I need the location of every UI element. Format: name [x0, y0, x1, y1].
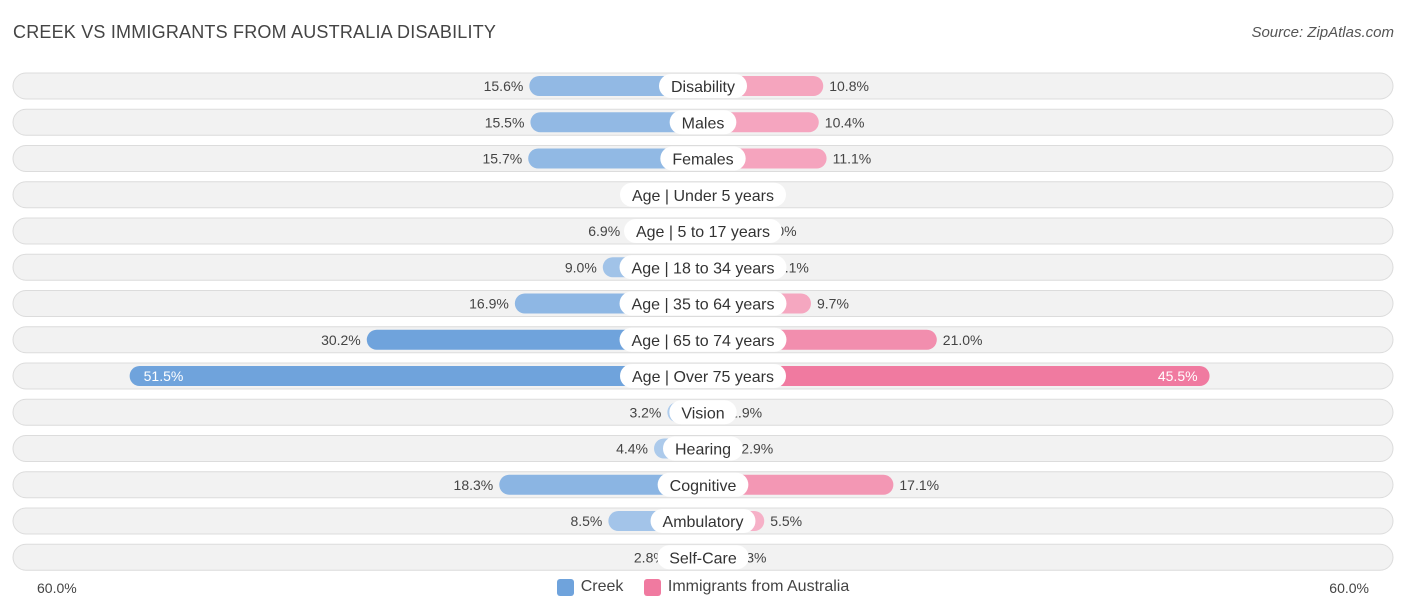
- chart-source: Source: ZipAtlas.com: [1251, 24, 1394, 41]
- value-label-creek: 6.9%: [588, 223, 620, 239]
- category-label: Cognitive: [670, 478, 737, 495]
- category-label: Males: [682, 115, 725, 132]
- bar-immigrants: [703, 366, 1210, 386]
- legend-item-creek: Creek: [556, 578, 624, 596]
- category-pill: [662, 436, 744, 461]
- value-label-creek: 9.0%: [565, 259, 597, 275]
- category-label: Age | 35 to 64 years: [632, 297, 775, 314]
- bar-creek: [129, 366, 704, 386]
- category-pill: [620, 364, 786, 388]
- chart-title: CREEK VS IMMIGRANTS FROM AUSTRALIA DISAB…: [13, 22, 497, 42]
- value-label-immigrants: 2.9%: [741, 441, 773, 457]
- category-pill: [660, 146, 746, 171]
- category-pill: [669, 400, 737, 425]
- category-label: Vision: [681, 405, 724, 422]
- category-pill: [658, 74, 748, 98]
- category-label: Age | 5 to 17 years: [636, 224, 770, 241]
- legend-label-immigrants: Immigrants from Australia: [667, 578, 850, 595]
- value-label-creek: 2.8%: [634, 549, 666, 565]
- category-pill: [657, 545, 749, 570]
- legend: Creek Immigrants from Australia: [0, 578, 1406, 601]
- category-pill: [619, 291, 787, 316]
- category-pill: [619, 182, 787, 207]
- value-label-creek: 8.5%: [570, 513, 602, 529]
- category-label: Females: [672, 152, 733, 169]
- value-label-creek: 16.9%: [469, 296, 509, 312]
- category-label: Self-Care: [669, 550, 737, 567]
- value-label-immigrants: 5.5%: [770, 513, 802, 529]
- category-pill: [650, 509, 756, 533]
- category-pill: [619, 327, 787, 352]
- bar-creek: [530, 112, 703, 133]
- value-label-immigrants: 1.9%: [730, 404, 762, 420]
- chart-plot: 15.6% 10.8% Disability 15.5% 10.4% Males 15.7%…: [12, 72, 1394, 571]
- value-label-creek: 15.5%: [485, 114, 525, 130]
- value-label-immigrants: 21.0%: [943, 332, 983, 348]
- value-label-immigrants: 17.1%: [899, 477, 939, 493]
- value-label-creek: 15.7%: [483, 151, 523, 167]
- value-label-immigrants: 11.1%: [833, 151, 872, 167]
- category-label: Age | 65 to 74 years: [632, 333, 775, 350]
- legend-item-immigrants: Immigrants from Australia: [643, 578, 850, 596]
- bar-creek: [366, 329, 703, 350]
- value-label-immigrants: 9.7%: [817, 296, 849, 312]
- category-label: Hearing: [675, 442, 731, 459]
- legend-swatch-immigrants: [643, 578, 661, 596]
- value-label-creek: 30.2%: [321, 332, 361, 348]
- value-label-creek: 4.4%: [616, 441, 648, 457]
- value-label-creek: 51.5%: [144, 368, 184, 384]
- category-label: Age | Over 75 years: [632, 369, 774, 386]
- legend-swatch-creek: [556, 578, 574, 596]
- value-label-immigrants: 10.8%: [829, 78, 869, 94]
- value-label-creek: 15.6%: [484, 78, 524, 94]
- category-label: Age | Under 5 years: [632, 188, 774, 205]
- bar-creek: [499, 474, 703, 495]
- axis-left-label: 60.0%: [37, 580, 77, 596]
- value-label-creek: 18.3%: [454, 477, 494, 493]
- category-label: Ambulatory: [663, 514, 744, 531]
- bar-creek: [529, 76, 703, 96]
- category-pill: [619, 255, 787, 280]
- bar-immigrants: [703, 474, 894, 495]
- category-pill: [669, 110, 737, 135]
- category-pill: [623, 219, 783, 243]
- axis-right-label: 60.0%: [1329, 580, 1369, 596]
- value-label-creek: 3.2%: [629, 404, 661, 420]
- category-label: Disability: [671, 79, 735, 96]
- value-label-immigrants: 10.4%: [825, 114, 865, 130]
- value-label-immigrants: 45.5%: [1158, 368, 1198, 384]
- bar-creek: [528, 148, 703, 169]
- legend-label-creek: Creek: [580, 578, 624, 595]
- category-pill: [657, 472, 749, 497]
- category-label: Age | 18 to 34 years: [632, 260, 775, 277]
